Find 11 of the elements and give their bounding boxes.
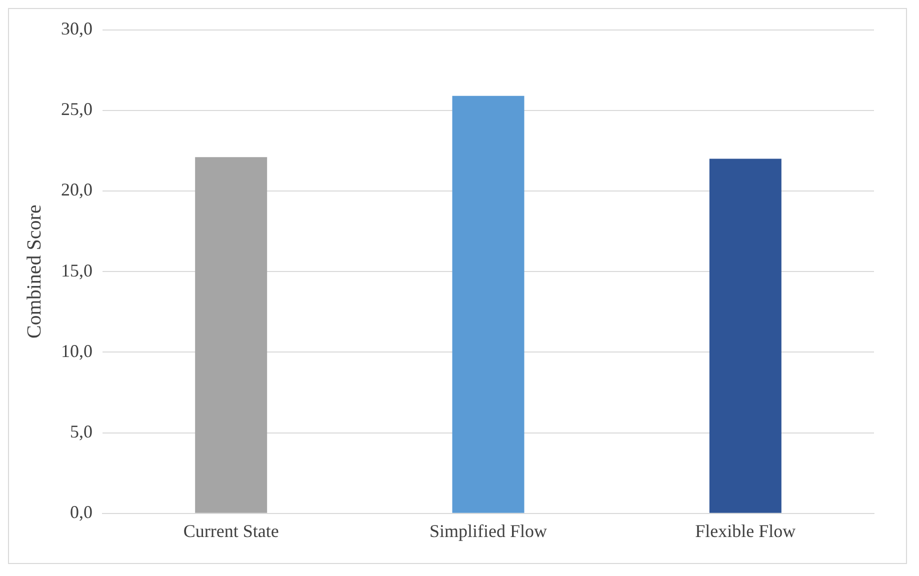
- y-tick-label: 5,0: [70, 422, 92, 442]
- x-tick-label: Simplified Flow: [429, 520, 548, 541]
- y-tick-label: 20,0: [61, 180, 92, 200]
- y-tick-label: 0,0: [70, 502, 92, 522]
- y-tick-label: 30,0: [61, 18, 92, 39]
- y-tick-label: 10,0: [61, 340, 92, 361]
- x-tick-label: Flexible Flow: [695, 520, 796, 541]
- y-tick-label: 25,0: [61, 99, 92, 120]
- y-tick-label: 15,0: [61, 260, 92, 280]
- x-tick-label: Current State: [183, 520, 279, 541]
- y-axis-title: Combined Score: [23, 204, 46, 339]
